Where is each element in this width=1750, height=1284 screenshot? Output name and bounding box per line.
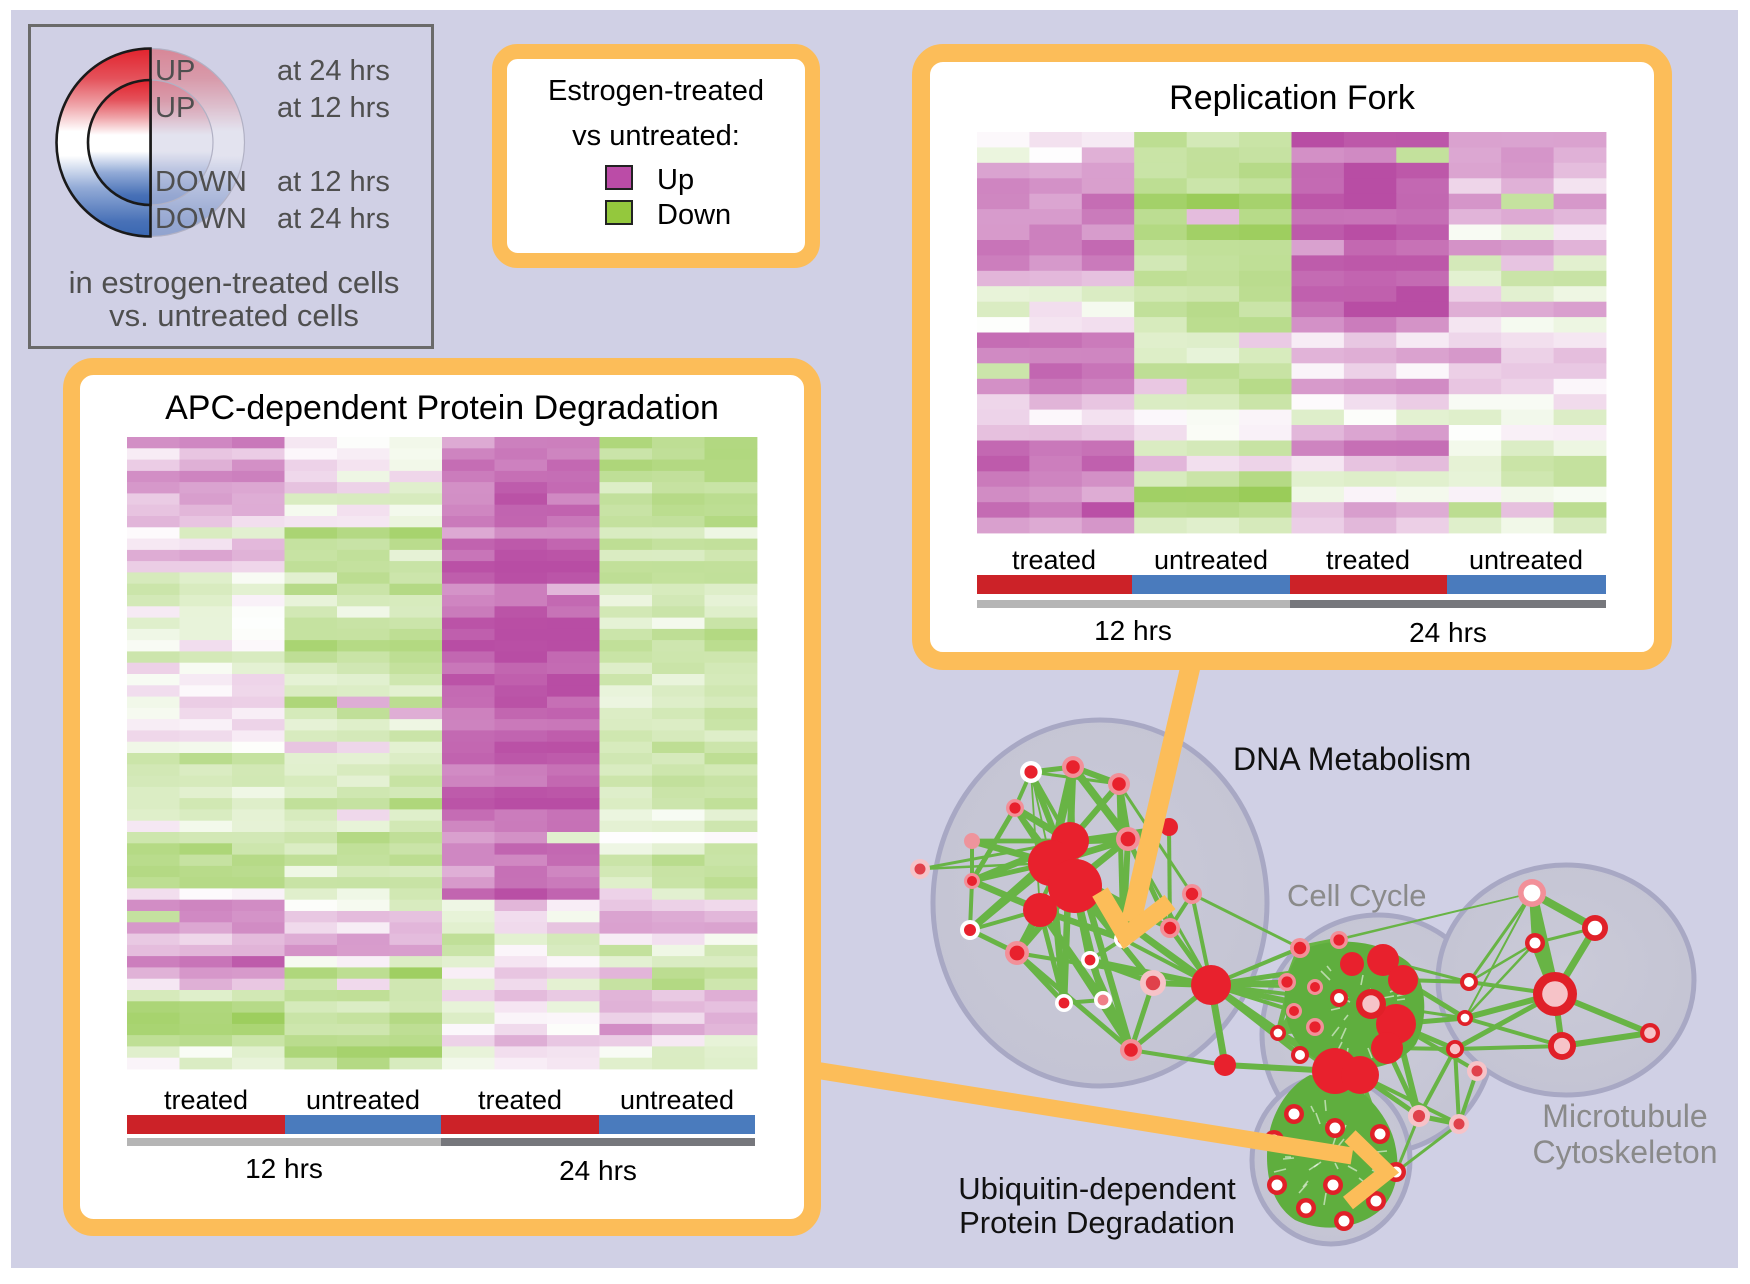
svg-text:Microtubule: Microtubule [1542,1098,1707,1134]
svg-text:12 hrs: 12 hrs [1094,615,1172,646]
svg-text:at 24 hrs: at 24 hrs [277,55,390,87]
svg-text:UP: UP [155,92,195,124]
svg-text:Up: Up [657,164,694,196]
svg-text:Replication Fork: Replication Fork [1169,79,1416,117]
svg-text:at 24 hrs: at 24 hrs [277,203,390,235]
svg-text:Cytoskeleton: Cytoskeleton [1533,1134,1718,1170]
svg-text:24 hrs: 24 hrs [559,1155,637,1186]
svg-text:vs. untreated cells: vs. untreated cells [109,298,359,333]
svg-text:12 hrs: 12 hrs [245,1153,323,1184]
svg-text:DOWN: DOWN [155,166,247,198]
svg-text:APC-dependent Protein Degradat: APC-dependent Protein Degradation [165,389,719,427]
svg-text:treated: treated [164,1085,248,1115]
svg-text:Estrogen-treated: Estrogen-treated [548,75,764,107]
svg-text:in estrogen-treated cells: in estrogen-treated cells [69,265,400,300]
svg-text:treated: treated [1012,545,1096,575]
svg-text:vs untreated:: vs untreated: [572,120,740,152]
svg-text:treated: treated [1326,545,1410,575]
svg-text:untreated: untreated [1154,545,1268,575]
svg-text:untreated: untreated [620,1085,734,1115]
svg-text:24 hrs: 24 hrs [1409,617,1487,648]
svg-text:UP: UP [155,55,195,87]
svg-text:treated: treated [478,1085,562,1115]
svg-text:Cell Cycle: Cell Cycle [1287,878,1427,913]
svg-text:DOWN: DOWN [155,203,247,235]
svg-text:untreated: untreated [1469,545,1583,575]
svg-text:at 12 hrs: at 12 hrs [277,92,390,124]
svg-text:Down: Down [657,199,731,231]
svg-text:DNA Metabolism: DNA Metabolism [1233,741,1471,777]
svg-text:Ubiquitin-dependent: Ubiquitin-dependent [958,1171,1236,1206]
svg-text:at 12 hrs: at 12 hrs [277,166,390,198]
svg-text:untreated: untreated [306,1085,420,1115]
svg-text:Protein Degradation: Protein Degradation [959,1205,1235,1240]
